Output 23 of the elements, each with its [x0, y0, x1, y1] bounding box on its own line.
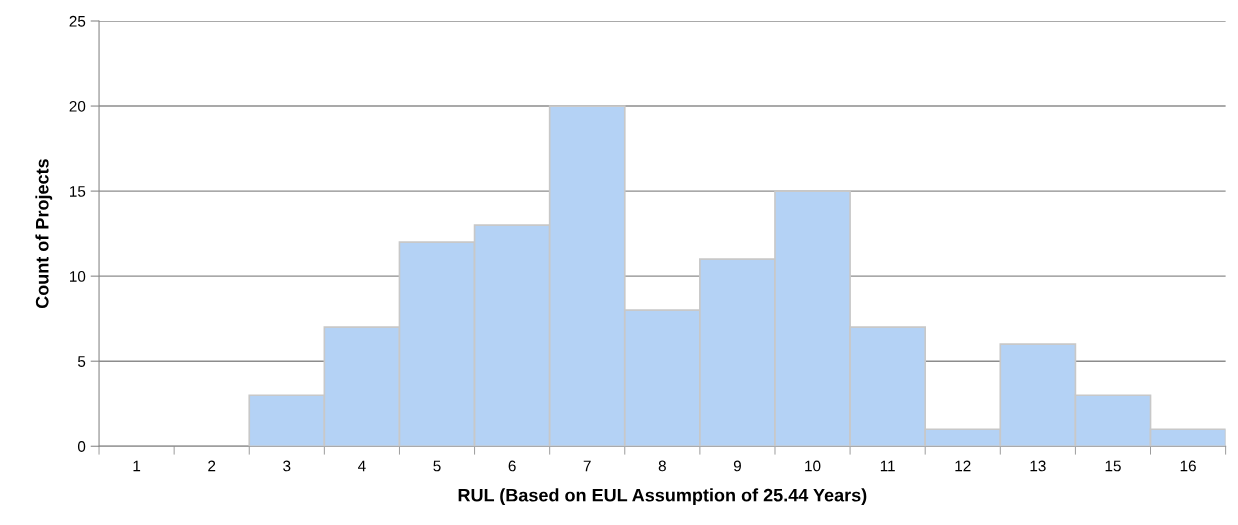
x-tick-label: 15: [1105, 460, 1121, 472]
x-tick-label: 4: [358, 460, 366, 472]
x-tick-label: 16: [1180, 460, 1196, 472]
x-tick-label: 6: [508, 460, 516, 472]
y-tick-label: 10: [70, 271, 86, 282]
x-tick-label: 1: [133, 460, 141, 472]
y-tick-label: 25: [69, 15, 86, 27]
x-tick-label: 5: [433, 460, 441, 472]
y-tick-label: 20: [69, 100, 86, 112]
x-tick-label: 10: [805, 460, 821, 472]
y-tick-label: 0: [77, 441, 86, 452]
x-tick-label: 11: [880, 460, 895, 472]
x-tick-label: 7: [583, 460, 591, 472]
x-tick-label: 13: [1030, 460, 1046, 472]
x-tick-label: 3: [283, 460, 291, 472]
x-tick-label: 9: [733, 460, 741, 472]
x-tick-label: 2: [208, 460, 216, 472]
x-tick-label: 12: [955, 460, 971, 472]
y-axis-title: Count of Projects: [35, 159, 53, 309]
x-axis-title: RUL (Based on EUL Assumption of 25.44 Years): [458, 488, 867, 506]
x-tick-label: 8: [658, 460, 666, 472]
y-tick-label: 5: [77, 356, 86, 367]
y-tick-label: 15: [70, 186, 86, 197]
